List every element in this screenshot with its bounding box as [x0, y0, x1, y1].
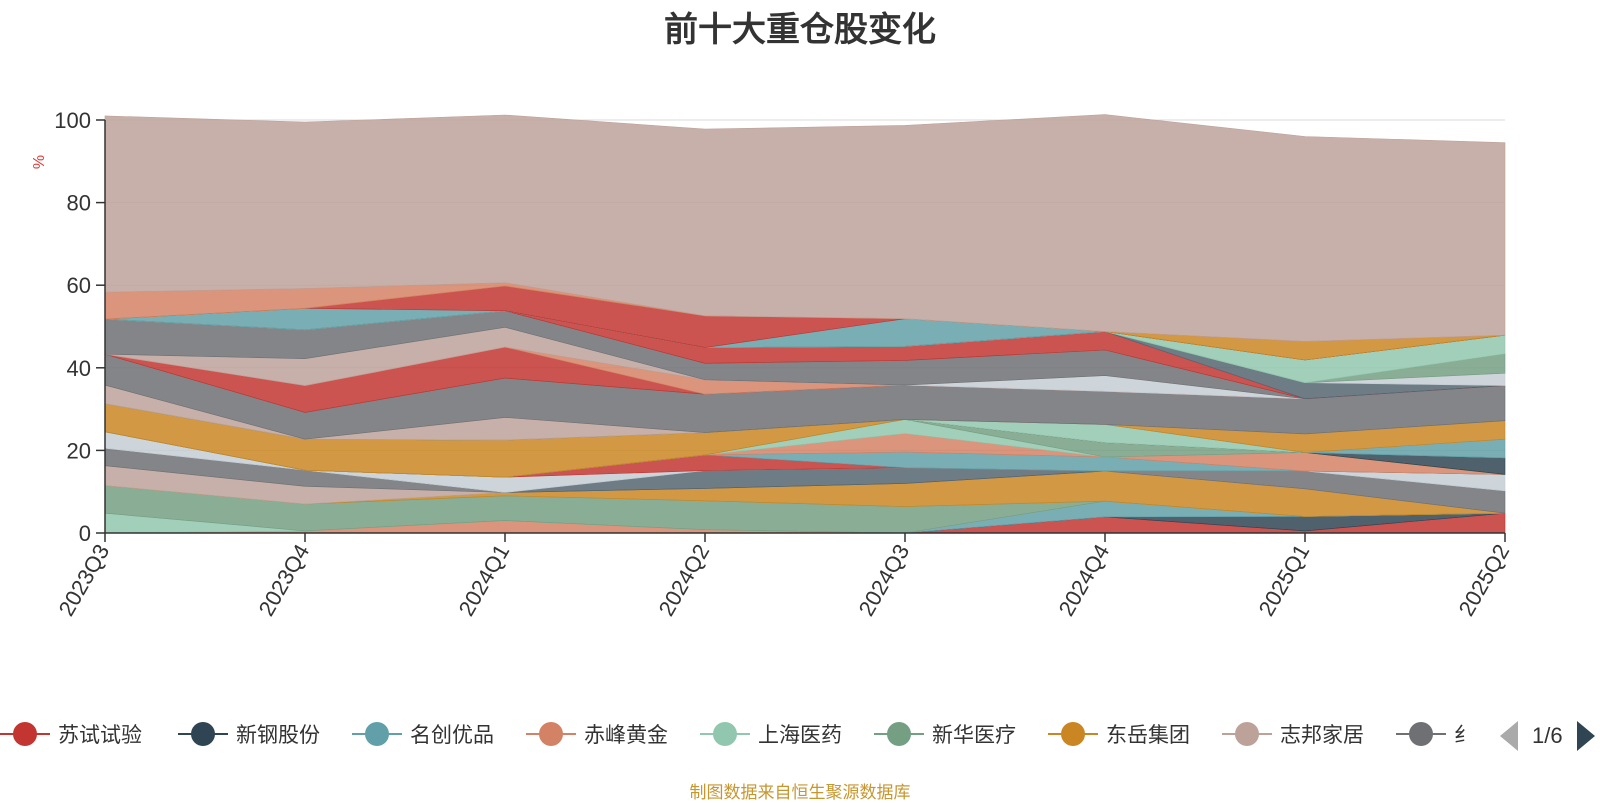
legend-item-0[interactable]: 苏试试验	[0, 716, 142, 752]
legend-marker-icon	[874, 722, 924, 746]
x-tick-label: 2024Q2	[654, 540, 715, 620]
legend-marker-icon	[700, 722, 750, 746]
legend-marker-icon	[178, 722, 228, 746]
legend-label: 新钢股份	[236, 724, 320, 747]
x-tick-label: 2024Q1	[454, 540, 515, 620]
x-tick-label: 2024Q4	[1054, 540, 1115, 620]
source-note: 制图数据来自恒生聚源数据库	[689, 783, 911, 802]
legend-label: 上海医药	[758, 724, 842, 747]
y-tick-label: 0	[79, 521, 91, 546]
legend-marker-icon	[1222, 722, 1272, 746]
area-series-37	[104, 114, 1506, 342]
legend-label: 志邦家居	[1280, 724, 1364, 747]
legend-label: 名创优品	[410, 724, 494, 747]
legend-item-8[interactable]: 纟	[1396, 716, 1475, 752]
legend-label: 新华医疗	[932, 724, 1016, 747]
legend-marker-icon	[1048, 722, 1098, 746]
legend-page-indicator: 1/6	[1532, 723, 1563, 748]
legend-marker-icon	[526, 722, 576, 746]
legend-label: 纟	[1454, 724, 1475, 747]
legend-label: 苏试试验	[58, 724, 142, 747]
legend-item-7[interactable]: 志邦家居	[1222, 716, 1364, 752]
legend-pager: 1/6	[1500, 718, 1595, 754]
legend-item-5[interactable]: 新华医疗	[874, 716, 1016, 752]
legend-item-1[interactable]: 新钢股份	[178, 716, 320, 752]
legend-item-6[interactable]: 东岳集团	[1048, 716, 1190, 752]
y-tick-label: 100	[54, 108, 91, 133]
y-tick-label: 80	[67, 191, 91, 216]
chart-title: 前十大重仓股变化	[664, 11, 936, 49]
x-tick-label: 2023Q3	[54, 540, 115, 620]
legend-item-2[interactable]: 名创优品	[352, 716, 494, 752]
y-tick-label: 60	[67, 273, 91, 298]
legend-next-page-icon[interactable]	[1576, 721, 1595, 751]
legend-item-4[interactable]: 上海医药	[700, 716, 842, 752]
legend-label: 东岳集团	[1106, 724, 1190, 747]
legend-label: 赤峰黄金	[584, 724, 668, 747]
y-axis-label: %	[31, 155, 48, 169]
legend-marker-icon	[0, 722, 50, 746]
legend: 苏试试验 新钢股份 名创优品 赤峰黄金 上海医药 新华医疗 东岳集团 志邦家居 纟	[0, 716, 1478, 752]
x-tick-label: 2023Q4	[254, 540, 315, 620]
x-tick-label: 2024Q3	[854, 540, 915, 620]
legend-prev-page-icon[interactable]	[1500, 721, 1518, 751]
x-tick-label: 2025Q1	[1254, 540, 1315, 620]
legend-item-3[interactable]: 赤峰黄金	[526, 716, 668, 752]
y-tick-label: 40	[67, 356, 91, 381]
area-layer	[104, 114, 1506, 534]
legend-marker-icon	[352, 722, 402, 746]
y-tick-label: 20	[67, 438, 91, 463]
x-tick-label: 2025Q2	[1454, 540, 1515, 620]
legend-marker-icon	[1396, 722, 1446, 746]
